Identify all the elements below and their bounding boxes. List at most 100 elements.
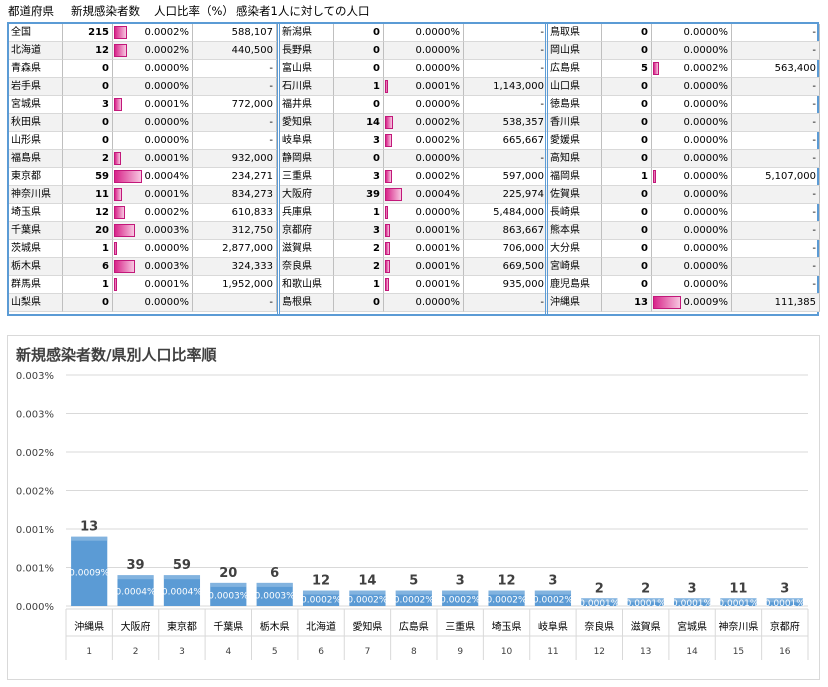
prefecture-cell: 埼玉県: [9, 204, 63, 222]
table-row: 香川県 0 0.0000% -: [548, 114, 820, 132]
ratio-databar: [114, 188, 122, 201]
ratio-cell-text: 0.0000%: [683, 135, 729, 146]
cases-cell: 0: [602, 150, 652, 168]
prefecture-cell-text: 石川県: [282, 81, 312, 92]
cases-cell-text: 1: [373, 81, 380, 92]
cases-cell: 0: [63, 132, 113, 150]
prefecture-cell: 徳島県: [548, 96, 602, 114]
ratio-cell: 0.0000%: [384, 42, 464, 60]
case-count-label: 2: [641, 581, 650, 596]
ratio-cell-text: 0.0003%: [144, 261, 190, 272]
cases-cell: 11: [63, 186, 113, 204]
prefecture-cell: 大分県: [548, 240, 602, 258]
people-per-case-cell-text: 772,000: [231, 99, 273, 110]
table-row: 秋田県 0 0.0000% -: [9, 114, 277, 132]
prefecture-cell: 沖縄県: [548, 294, 602, 312]
value-label: 0.0002%: [487, 595, 527, 605]
table-row: 大分県 0 0.0000% -: [548, 240, 820, 258]
table-block-3: 鳥取県 0 0.0000% - 岡山県 0 0.0000% - 広島県 5 0.0002% 563,4…: [545, 24, 820, 314]
cases-cell: 0: [602, 132, 652, 150]
people-per-case-cell-text: -: [540, 63, 544, 74]
prefecture-cell-text: 愛媛県: [550, 135, 580, 146]
ratio-databar: [385, 80, 388, 93]
x-tick-label: 京都府: [770, 620, 800, 633]
people-per-case-cell: -: [732, 258, 820, 276]
table-row: 福井県 0 0.0000% -: [280, 96, 548, 114]
ratio-cell: 0.0000%: [113, 78, 193, 96]
prefecture-cell-text: 富山県: [282, 63, 312, 74]
ratio-databar: [114, 44, 127, 57]
prefecture-cell: 宮崎県: [548, 258, 602, 276]
ratio-cell: 0.0002%: [113, 24, 193, 42]
cases-cell-text: 1: [102, 243, 109, 254]
people-per-case-cell-text: 538,357: [502, 117, 544, 128]
people-per-case-cell: -: [193, 294, 277, 312]
cases-cell-text: 6: [102, 261, 109, 272]
table-row: 兵庫県 1 0.0000% 5,484,000: [280, 204, 548, 222]
bar-highlight: [395, 590, 432, 595]
cases-cell: 0: [334, 294, 384, 312]
ratio-cell-text: 0.0000%: [683, 117, 729, 128]
ratio-cell-text: 0.0001%: [415, 81, 461, 92]
cases-cell: 0: [63, 294, 113, 312]
prefecture-cell-text: 全国: [11, 27, 31, 38]
x-tick-label: 岐阜県: [538, 620, 568, 633]
prefecture-cell-text: 北海道: [11, 45, 41, 56]
prefecture-cell: 神奈川県: [9, 186, 63, 204]
people-per-case-cell-text: -: [812, 45, 816, 56]
people-per-case-cell: 5,484,000: [464, 204, 548, 222]
value-label: 0.0003%: [208, 591, 248, 601]
cases-cell: 0: [602, 114, 652, 132]
cases-cell-text: 1: [641, 171, 648, 182]
prefecture-cell: 東京都: [9, 168, 63, 186]
ratio-cell-text: 0.0001%: [415, 243, 461, 254]
prefecture-cell: 大阪府: [280, 186, 334, 204]
value-label: 0.0002%: [440, 595, 480, 605]
people-per-case-cell: 772,000: [193, 96, 277, 114]
cases-cell-text: 0: [641, 27, 648, 38]
bar-highlight: [720, 598, 757, 603]
cases-cell-text: 12: [95, 207, 109, 218]
table-block-1: 全国 215 0.0002% 588,107 北海道 12 0.0002% 440,500 青森…: [9, 24, 277, 314]
rank-label: 8: [411, 647, 417, 657]
ratio-cell-text: 0.0000%: [683, 207, 729, 218]
table-row: 和歌山県 1 0.0001% 935,000: [280, 276, 548, 294]
y-tick-label: 0.002%: [16, 448, 54, 459]
ratio-cell: 0.0000%: [652, 150, 732, 168]
ratio-cell: 0.0000%: [113, 114, 193, 132]
prefecture-cell: 兵庫県: [280, 204, 334, 222]
ratio-cell: 0.0000%: [652, 168, 732, 186]
prefecture-cell-text: 千葉県: [11, 225, 41, 236]
prefecture-cell-text: 新潟県: [282, 27, 312, 38]
x-tick-label: 滋賀県: [631, 620, 661, 633]
ratio-cell-text: 0.0000%: [144, 243, 190, 254]
people-per-case-cell-text: -: [540, 99, 544, 110]
prefecture-cell-text: 兵庫県: [282, 207, 312, 218]
prefecture-cell: 福岡県: [548, 168, 602, 186]
prefecture-cell: 群馬県: [9, 276, 63, 294]
bar-highlight: [210, 582, 247, 587]
table-row: 青森県 0 0.0000% -: [9, 60, 277, 78]
ratio-cell-text: 0.0000%: [415, 153, 461, 164]
cases-cell: 2: [334, 240, 384, 258]
ratio-cell: 0.0000%: [652, 204, 732, 222]
cases-cell: 0: [334, 24, 384, 42]
table-row: 佐賀県 0 0.0000% -: [548, 186, 820, 204]
ratio-databar: [385, 116, 393, 129]
value-label: 0.0002%: [533, 595, 573, 605]
value-label: 0.0004%: [162, 588, 202, 598]
cases-cell-text: 0: [102, 81, 109, 92]
header-new-cases: 新規感染者数: [71, 4, 140, 18]
cases-cell: 0: [63, 78, 113, 96]
people-per-case-cell: 1,952,000: [193, 276, 277, 294]
cases-cell-text: 0: [102, 63, 109, 74]
table-row: 山梨県 0 0.0000% -: [9, 294, 277, 312]
cases-cell: 6: [63, 258, 113, 276]
cases-cell: 3: [63, 96, 113, 114]
value-label: 0.0001%: [718, 599, 758, 609]
ratio-cell-text: 0.0000%: [415, 45, 461, 56]
cases-cell-text: 12: [95, 45, 109, 56]
header-ratio: 人口比率（%）: [154, 4, 234, 18]
people-per-case-cell: -: [732, 222, 820, 240]
people-per-case-cell-text: -: [269, 81, 273, 92]
